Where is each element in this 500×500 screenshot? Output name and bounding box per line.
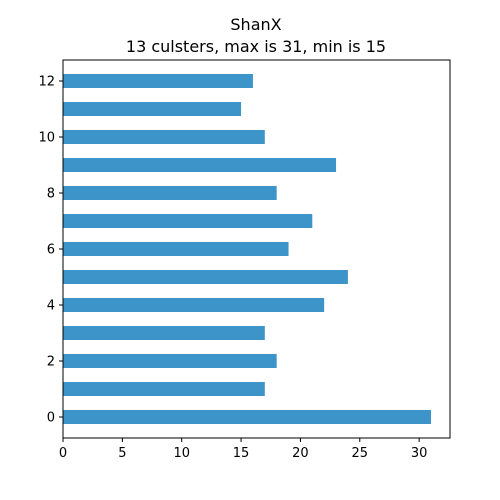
x-tick-label: 20 <box>292 446 309 461</box>
y-tick-label: 8 <box>47 187 55 202</box>
y-tick-label: 4 <box>47 299 55 314</box>
bar-8 <box>63 186 277 200</box>
x-tick-label: 0 <box>59 446 67 461</box>
x-tick-label: 5 <box>118 446 126 461</box>
bar-6 <box>63 242 289 256</box>
y-tick-label: 6 <box>47 243 55 258</box>
bar-9 <box>63 158 337 172</box>
bar-12 <box>63 74 253 88</box>
chart-subtitle: 13 culsters, max is 31, min is 15 <box>126 37 386 56</box>
x-tick-label: 25 <box>352 446 369 461</box>
x-axis-ticks: 0 5 10 15 20 25 30 <box>59 438 428 461</box>
y-tick-label: 12 <box>38 75 55 90</box>
bars-group <box>63 74 432 424</box>
y-tick-label: 10 <box>38 131 55 146</box>
bar-7 <box>63 214 313 228</box>
bar-3 <box>63 326 265 340</box>
plot-frame <box>62 59 451 439</box>
x-tick-label: 30 <box>411 446 428 461</box>
x-tick-label: 10 <box>173 446 190 461</box>
bar-5 <box>63 270 348 284</box>
bar-2 <box>63 354 277 368</box>
bar-0 <box>63 410 432 424</box>
bar-1 <box>63 382 265 396</box>
bar-11 <box>63 102 242 116</box>
y-tick-label: 2 <box>47 355 55 370</box>
bar-10 <box>63 130 265 144</box>
y-axis-ticks: 0 2 4 6 8 10 12 <box>38 75 63 426</box>
bar-4 <box>63 298 325 312</box>
x-tick-label: 15 <box>233 446 250 461</box>
chart-title: ShanX <box>230 15 281 34</box>
y-tick-label: 0 <box>47 411 55 426</box>
